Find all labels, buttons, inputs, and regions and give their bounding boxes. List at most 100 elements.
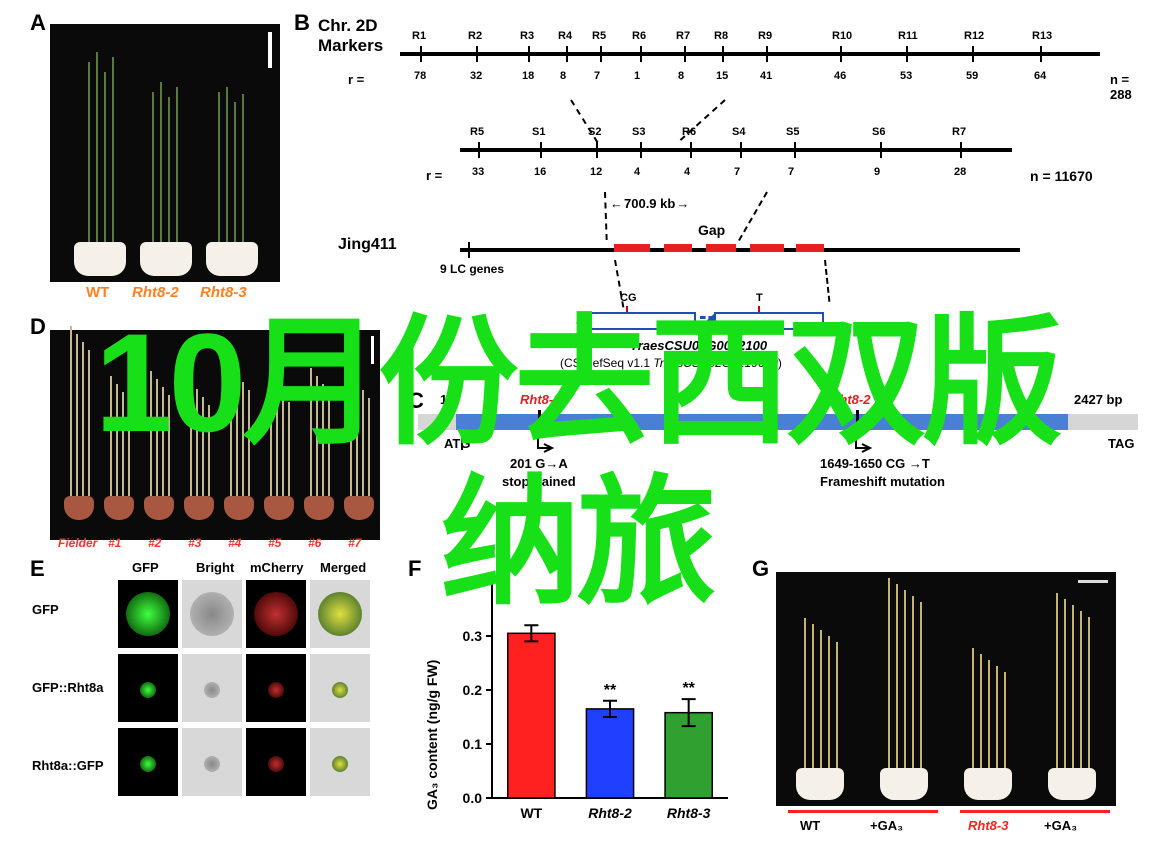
b-row1-tick: [722, 46, 724, 62]
chr2d-label: Chr. 2D: [318, 16, 378, 36]
b-row1-tick: [766, 46, 768, 62]
svg-text:WT: WT: [520, 805, 542, 821]
b-row1-marker-label: R2: [468, 30, 482, 42]
dash-connector: [604, 192, 608, 240]
b-row1-tick: [476, 46, 478, 62]
e-cell: [118, 580, 178, 648]
g-ga3-2: +GA₃: [1044, 818, 1077, 833]
svg-text:Rht8-2: Rht8-2: [588, 805, 632, 821]
dash-connector: [680, 99, 726, 141]
jing-tick: [468, 242, 470, 258]
overlay-line-2: 纳旅: [440, 430, 712, 632]
mut2-desc: Frameshift mutation: [820, 474, 945, 489]
r-eq-2: r =: [426, 168, 442, 183]
b-row1-tick: [600, 46, 602, 62]
d-pot: [224, 496, 254, 520]
d-pot: [64, 496, 94, 520]
g-underline-1: [788, 810, 938, 813]
b-row1-r-value: 64: [1034, 70, 1046, 82]
r-eq-1: r =: [348, 72, 364, 87]
plant-cluster: [146, 82, 186, 242]
b-row2-marker-label: S1: [532, 126, 545, 138]
g-pot: [1048, 768, 1096, 800]
panel-a-label: A: [30, 10, 46, 36]
e-cell: [310, 580, 370, 648]
b-axis-row2: [460, 148, 1012, 152]
e-cell: [246, 580, 306, 648]
b-row1-r-value: 8: [678, 70, 684, 82]
markers-label: Markers: [318, 36, 383, 56]
b-row1-tick: [1040, 46, 1042, 62]
b-row1-marker-label: R9: [758, 30, 772, 42]
n-288: n = 288: [1110, 72, 1153, 102]
e-cell: [182, 580, 242, 648]
tag-label: TAG: [1108, 436, 1134, 451]
b-row1-marker-label: R3: [520, 30, 534, 42]
b-row2-marker-label: S3: [632, 126, 645, 138]
b-row2-tick: [596, 142, 598, 158]
d-pot: [264, 496, 294, 520]
scale-bar-a: [268, 32, 272, 68]
b-row2-r-value: 16: [534, 166, 546, 178]
gap-seg: [706, 244, 736, 252]
b-row1-marker-label: R8: [714, 30, 728, 42]
g-rht83: Rht8-3: [968, 818, 1008, 833]
b-row1-r-value: 1: [634, 70, 640, 82]
b-row2-marker-label: S4: [732, 126, 745, 138]
b-row2-r-value: 12: [590, 166, 602, 178]
b-row2-marker-label: R5: [470, 126, 484, 138]
b-row1-marker-label: R7: [676, 30, 690, 42]
panel-e-label: E: [30, 556, 45, 582]
n-11670: n = 11670: [1030, 168, 1093, 184]
d-pot: [304, 496, 334, 520]
panel-f-label: F: [408, 556, 421, 582]
b-row1-r-value: 59: [966, 70, 978, 82]
b-row1-marker-label: R11: [898, 30, 918, 42]
b-row1-r-value: 7: [594, 70, 600, 82]
g-pot: [796, 768, 844, 800]
g-pot: [964, 768, 1012, 800]
scale-bar-g: [1078, 580, 1108, 583]
jing411-label: Jing411: [338, 236, 397, 254]
d-pot: [344, 496, 374, 520]
b-row1-marker-label: R13: [1032, 30, 1052, 42]
e-cell: [246, 728, 306, 796]
b-row2-r-value: 7: [788, 166, 794, 178]
g-underline-2: [960, 810, 1110, 813]
b-row2-r-value: 4: [684, 166, 690, 178]
b-row1-marker-label: R4: [558, 30, 572, 42]
panel-b-label: B: [294, 10, 310, 36]
b-row2-marker-label: S5: [786, 126, 799, 138]
panel-a-photo: [50, 24, 280, 282]
e-cell: [182, 654, 242, 722]
panel-d-label: D: [30, 314, 46, 340]
svg-text:0.1: 0.1: [463, 736, 483, 752]
d-pot: [184, 496, 214, 520]
e-cell: [118, 654, 178, 722]
b-axis-jing411: [460, 248, 1020, 252]
b-row1-r-value: 18: [522, 70, 534, 82]
b-row2-r-value: 7: [734, 166, 740, 178]
panel-g-photo: [776, 572, 1116, 806]
e-cell: [118, 728, 178, 796]
f-ylabel: GA₃ content (ng/g FW): [424, 660, 440, 810]
e-cell: [246, 654, 306, 722]
b-row2-tick: [794, 142, 796, 158]
b-row2-r-value: 33: [472, 166, 484, 178]
b-row1-tick: [906, 46, 908, 62]
b-row1-marker-label: R5: [592, 30, 606, 42]
b-row2-tick: [540, 142, 542, 158]
g-pot: [880, 768, 928, 800]
gap-seg: [664, 244, 692, 252]
b-row1-tick: [972, 46, 974, 62]
dash-connector: [738, 192, 768, 241]
b-row2-r-value: 28: [954, 166, 966, 178]
b-axis-row1: [400, 52, 1100, 56]
b-row1-r-value: 78: [414, 70, 426, 82]
e-cell: [310, 654, 370, 722]
b-row2-tick: [740, 142, 742, 158]
b-row1-r-value: 41: [760, 70, 772, 82]
b-row2-marker-label: R7: [952, 126, 966, 138]
panel-g-label: G: [752, 556, 769, 582]
b-row1-r-value: 46: [834, 70, 846, 82]
